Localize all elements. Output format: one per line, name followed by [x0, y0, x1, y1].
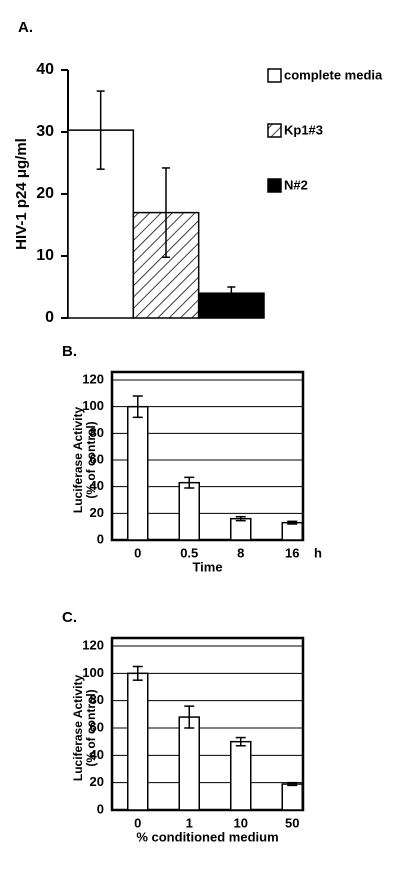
y-axis-label: Luciferase Activity: [71, 675, 85, 782]
error-bar: [287, 520, 298, 525]
panel-title: A.: [18, 19, 33, 36]
error-bar: [96, 90, 105, 170]
plot-frame: [110, 370, 305, 542]
y-tick-label: 20: [90, 505, 104, 520]
legend-swatch: [267, 123, 282, 138]
error-bar: [235, 515, 246, 522]
error-bar: [287, 781, 298, 787]
bar: [281, 521, 303, 541]
error-bar: [184, 476, 195, 489]
error-bar: [132, 395, 143, 419]
legend-label: complete media: [284, 67, 383, 82]
legend-swatch: [267, 68, 282, 83]
x-tick-label: 0: [134, 545, 141, 560]
y-tick-label: 60: [90, 719, 104, 734]
y-tick-label: 60: [90, 451, 104, 466]
y-tick-label: 80: [90, 425, 104, 440]
bar: [230, 517, 252, 541]
x-axis-label: Time: [192, 559, 222, 574]
panel-title: B.: [62, 343, 77, 360]
plot-frame: [110, 636, 305, 812]
y-tick-label: 120: [82, 637, 104, 652]
y-tick-label: 40: [36, 61, 54, 78]
y-axis-label: HIV-1 p24 μg/ml: [13, 138, 30, 250]
x-tick-label: 8: [237, 545, 244, 560]
error-bar: [162, 167, 170, 258]
y-tick-label: 0: [45, 309, 54, 326]
x-unit: h: [314, 545, 322, 560]
panel-title: C.: [62, 609, 77, 626]
bar: [178, 481, 200, 541]
bar: [178, 716, 200, 811]
x-tick-label: 50: [285, 815, 299, 830]
y-axis-label: (% of control): [84, 421, 98, 498]
y-tick-label: 0: [97, 531, 104, 546]
y-axis-label: Luciferase Activity: [71, 407, 85, 514]
x-tick-label: 0.5: [180, 545, 198, 560]
y-tick-label: 0: [97, 801, 104, 816]
y-tick-label: 100: [82, 398, 104, 413]
error-bar: [132, 665, 143, 681]
bar: [127, 672, 149, 811]
y-tick-label: 40: [90, 478, 104, 493]
x-tick-label: 10: [234, 815, 248, 830]
bar: [281, 783, 303, 811]
y-tick-label: 40: [90, 747, 104, 762]
y-tick-label: 80: [90, 692, 104, 707]
y-tick-label: 10: [36, 247, 54, 264]
error-bar: [227, 286, 236, 301]
y-axis-label: (% of control): [84, 689, 98, 766]
legend-swatch: [267, 178, 282, 193]
error-bar: [235, 736, 246, 747]
y-tick-label: 100: [82, 665, 104, 680]
bar: [127, 405, 149, 541]
bar: [230, 740, 252, 811]
y-tick-label: 30: [36, 123, 54, 140]
y-tick-label: 20: [36, 185, 54, 202]
error-bar: [184, 705, 195, 729]
y-tick-label: 120: [82, 371, 104, 386]
legend-label: Kp1#3: [284, 122, 323, 137]
x-axis-label: % conditioned medium: [136, 829, 278, 844]
legend-label: N#2: [284, 177, 308, 192]
x-tick-label: 16: [285, 545, 299, 560]
x-tick-label: 0: [134, 815, 141, 830]
x-tick-label: 1: [186, 815, 193, 830]
y-tick-label: 20: [90, 774, 104, 789]
